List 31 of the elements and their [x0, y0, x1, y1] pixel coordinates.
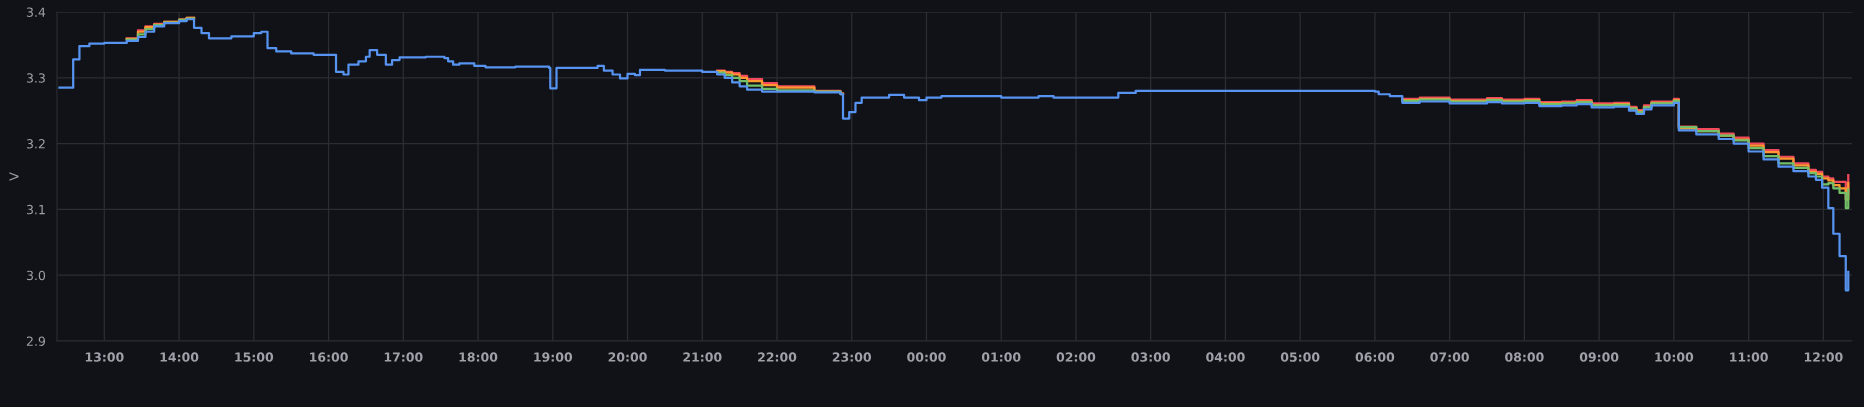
x-tick-label: 10:00 — [1655, 352, 1694, 362]
x-tick-label: 16:00 — [310, 352, 348, 362]
y-tick-label: 2.9 — [26, 336, 46, 346]
y-axis-title: V — [9, 172, 19, 181]
x-tick-label: 07:00 — [1430, 352, 1469, 362]
x-tick-label: 09:00 — [1579, 352, 1619, 362]
x-tick-label: 08:00 — [1505, 352, 1544, 362]
x-tick-label: 02:00 — [1056, 352, 1096, 362]
x-tick-label: 23:00 — [832, 352, 872, 362]
x-tick-label: 22:00 — [758, 352, 797, 362]
x-tick-label: 00:00 — [907, 352, 946, 362]
y-tick-label: 3.4 — [26, 7, 46, 17]
x-tick-label: 21:00 — [683, 352, 722, 362]
x-tick-label: 11:00 — [1730, 352, 1768, 362]
x-tick-label: 19:00 — [534, 352, 573, 362]
x-tick-label: 05:00 — [1280, 352, 1320, 362]
x-tick-label: 13:00 — [85, 352, 124, 362]
x-tick-label: 06:00 — [1355, 352, 1395, 362]
x-tick-label: 03:00 — [1131, 352, 1170, 362]
y-tick-label: 3.1 — [26, 204, 45, 215]
x-tick-label: 15:00 — [235, 352, 274, 362]
x-tick-label: 17:00 — [384, 352, 423, 362]
y-tick-label: 3.3 — [26, 73, 45, 83]
x-tick-label: 12:00 — [1804, 352, 1843, 362]
y-tick-label: 3.0 — [26, 270, 46, 281]
x-tick-label: 01:00 — [981, 352, 1021, 362]
x-tick-label: 20:00 — [608, 352, 647, 362]
x-tick-label: 14:00 — [160, 352, 199, 362]
y-tick-label: 3.2 — [26, 139, 45, 149]
x-tick-label: 04:00 — [1206, 352, 1245, 362]
x-tick-label: 18:00 — [459, 352, 498, 362]
